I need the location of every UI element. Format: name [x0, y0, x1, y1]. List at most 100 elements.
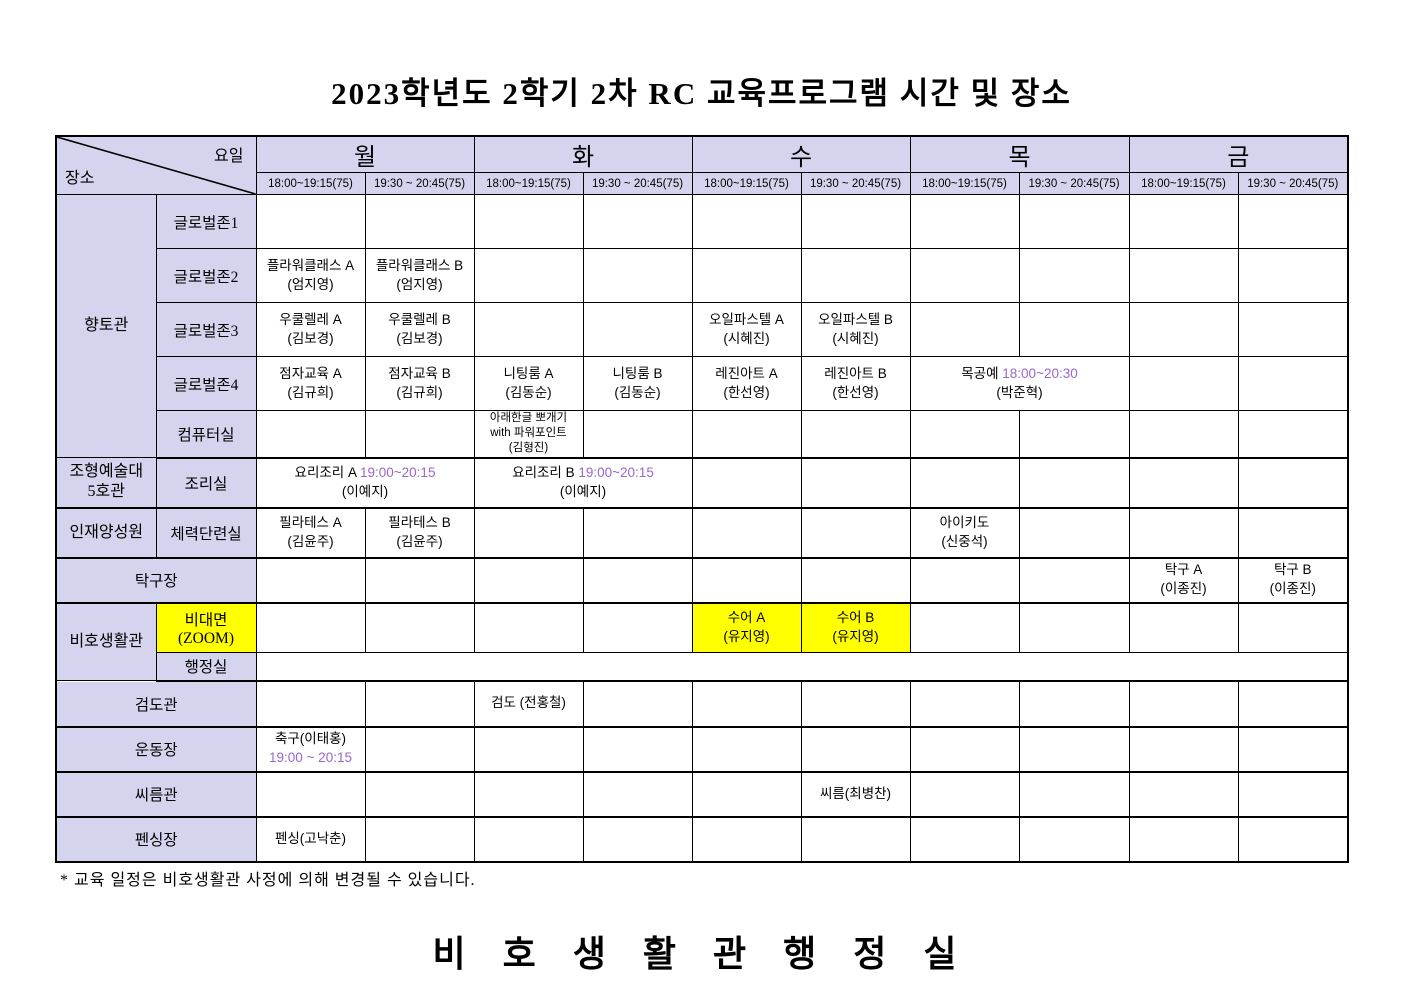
empty-cell — [473, 248, 584, 303]
empty-cell — [691, 457, 802, 509]
empty-cell — [691, 726, 802, 773]
day-header-tue: 화 — [473, 135, 693, 173]
empty-cell — [582, 410, 693, 459]
empty-cell — [691, 680, 802, 728]
empty-cell — [691, 816, 802, 862]
place-label-field: 운동장 — [55, 726, 257, 773]
program-cell-signlanguage-a: 수어 A (유지영) — [691, 602, 802, 653]
empty-cell — [364, 816, 475, 862]
empty-cell — [364, 557, 475, 604]
empty-cell — [1128, 726, 1239, 773]
room-label-cook: 조리실 — [155, 457, 257, 509]
empty-cell — [1128, 507, 1239, 559]
time-slot-header: 18:00~19:15(75) — [255, 172, 366, 195]
program-cell-knitting-a: 니팅룸 A (김동순) — [473, 356, 584, 411]
empty-cell — [1237, 602, 1349, 653]
empty-cell — [473, 726, 584, 773]
empty-cell — [364, 680, 475, 728]
empty-cell — [909, 771, 1020, 818]
empty-cell — [800, 410, 911, 459]
empty-cell — [1018, 557, 1130, 604]
empty-cell — [1128, 302, 1239, 357]
empty-cell — [255, 194, 366, 249]
program-cell-woodcraft: 목공예 18:00~20:30 (박준혁) — [909, 356, 1130, 411]
empty-cell — [691, 771, 802, 818]
building-label-biho: 비호생활관 — [55, 602, 157, 681]
empty-cell — [800, 194, 911, 249]
time-slot-header: 18:00~19:15(75) — [691, 172, 802, 195]
empty-cell — [255, 557, 366, 604]
program-cell-knitting-b: 니팅룸 B (김동순) — [582, 356, 693, 411]
empty-cell — [582, 248, 693, 303]
empty-cell — [1018, 302, 1130, 357]
program-cell-pilates-a: 필라테스 A (김윤주) — [255, 507, 366, 559]
empty-cell — [582, 816, 693, 862]
time-slot-header: 19:30 ~ 20:45(75) — [1018, 172, 1130, 195]
empty-cell — [1237, 356, 1349, 411]
time-slot-header: 19:30 ~ 20:45(75) — [582, 172, 693, 195]
program-cell-kendo: 검도 (전홍철) — [473, 680, 584, 728]
empty-cell — [1237, 680, 1349, 728]
corner-day-label: 요일 — [214, 148, 244, 165]
empty-cell — [1237, 771, 1349, 818]
program-cell-braille-b: 점자교육 B (김규희) — [364, 356, 475, 411]
place-label-kendo: 검도관 — [55, 680, 257, 728]
page-title: 2023학년도 2학기 2차 RC 교육프로그램 시간 및 장소 — [331, 76, 1072, 111]
empty-cell — [1128, 771, 1239, 818]
empty-cell — [1018, 771, 1130, 818]
diagonal-line — [57, 137, 255, 194]
program-cell-fencing: 펜싱(고낙춘) — [255, 816, 366, 862]
time-slot-header: 19:30 ~ 20:45(75) — [800, 172, 911, 195]
empty-cell — [1128, 356, 1239, 411]
empty-cell — [582, 771, 693, 818]
empty-cell — [1018, 816, 1130, 862]
program-cell-ukulele-a: 우쿨렐레 A (김보경) — [255, 302, 366, 357]
room-label-globalzone2: 글로벌존2 — [155, 248, 257, 303]
place-label-ssireum: 씨름관 — [55, 771, 257, 818]
time-slot-header: 19:30 ~ 20:45(75) — [1237, 172, 1349, 195]
empty-cell — [582, 302, 693, 357]
program-cell-ukulele-b: 우쿨렐레 B (김보경) — [364, 302, 475, 357]
empty-cell — [473, 816, 584, 862]
empty-cell — [691, 248, 802, 303]
empty-cell — [800, 816, 911, 862]
empty-cell — [1128, 410, 1239, 459]
empty-cell — [1128, 602, 1239, 653]
day-header-wed: 수 — [691, 135, 911, 173]
room-label-zoom: 비대면 (ZOOM) — [155, 602, 257, 653]
program-cell-pilates-b: 필라테스 B (김윤주) — [364, 507, 475, 559]
empty-cell — [1018, 507, 1130, 559]
empty-cell — [800, 507, 911, 559]
empty-cell — [909, 680, 1020, 728]
footer-title: 비 호 생 활 관 행 정 실 — [432, 934, 971, 974]
empty-cell — [909, 410, 1020, 459]
empty-cell — [364, 410, 475, 459]
empty-cell — [582, 680, 693, 728]
room-label-globalzone3: 글로벌존3 — [155, 302, 257, 357]
empty-cell — [1018, 194, 1130, 249]
empty-cell — [255, 680, 366, 728]
program-cell-hangul: 아래한글 뽀개기 with 파워포인트 (김형진) — [473, 410, 584, 459]
empty-cell — [255, 602, 366, 653]
room-label-fitness: 체력단련실 — [155, 507, 257, 559]
empty-cell — [582, 507, 693, 559]
time-slot-header: 18:00~19:15(75) — [473, 172, 584, 195]
empty-cell — [364, 602, 475, 653]
empty-cell — [800, 457, 911, 509]
empty-cell — [1128, 816, 1239, 862]
footnote: * 교육 일정은 비호생활관 사정에 의해 변경될 수 있습니다. — [60, 872, 476, 889]
corner-place-label: 장소 — [65, 170, 95, 187]
time-slot-header: 19:30 ~ 20:45(75) — [364, 172, 475, 195]
program-cell-oilpastel-b: 오일파스텔 B (시혜진) — [800, 302, 911, 357]
room-label-computer: 컴퓨터실 — [155, 410, 257, 459]
program-cell-signlanguage-b: 수어 B (유지영) — [800, 602, 911, 653]
empty-cell — [582, 602, 693, 653]
empty-cell — [909, 194, 1020, 249]
empty-cell — [1237, 507, 1349, 559]
program-cell-tabletennis-a: 탁구 A (이종진) — [1128, 557, 1239, 604]
day-header-mon: 월 — [255, 135, 475, 173]
program-cell-cooking-a: 요리조리 A 19:00~20:15 (이예지) — [255, 457, 475, 509]
empty-cell — [909, 816, 1020, 862]
empty-cell — [909, 726, 1020, 773]
